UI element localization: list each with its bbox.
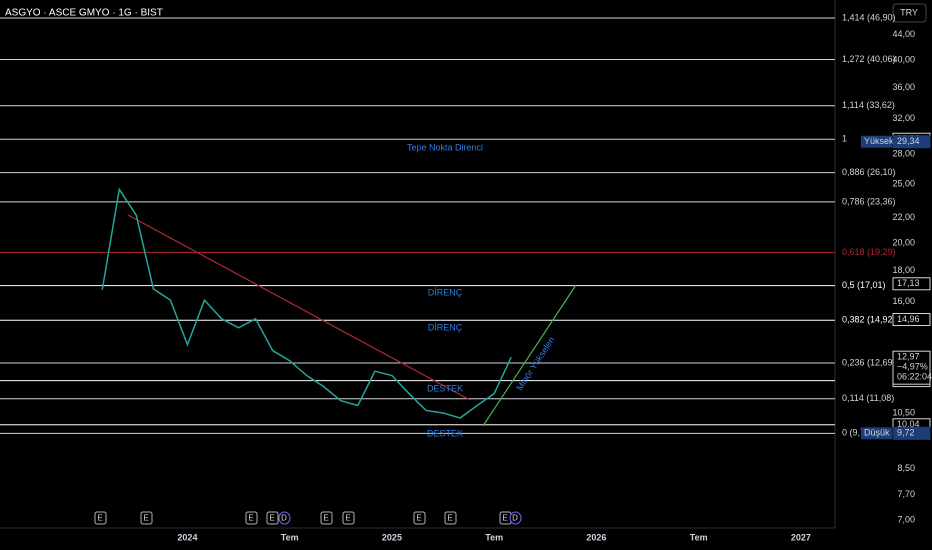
- chart-title: ASGYO · ASCE GMYO · 1G · BIST: [5, 8, 163, 19]
- event-marker: [444, 511, 457, 525]
- x-tick-label: 2026: [586, 532, 606, 542]
- y-tick-label: 32,00: [892, 113, 915, 123]
- fib-label: 1,414 (46,90): [842, 12, 896, 22]
- marker-name: Yüksek: [864, 136, 894, 146]
- price-label-box: [892, 426, 931, 440]
- last-price-box: [892, 350, 931, 385]
- event-label: E: [323, 514, 328, 523]
- currency-button[interactable]: [892, 3, 927, 23]
- x-tick-label: Tem: [281, 532, 299, 542]
- x-tick-label: Tem: [485, 532, 503, 542]
- marker-name-box: [861, 427, 892, 440]
- annotation: DESTEK: [427, 428, 463, 438]
- event-marker: [320, 511, 333, 525]
- currency-label[interactable]: TRY: [900, 7, 918, 17]
- last-change: −4,97%: [897, 362, 928, 372]
- price-label: 9,72: [897, 428, 915, 438]
- y-tick-label: 22,00: [892, 212, 915, 222]
- y-tick-label: 36,00: [892, 82, 915, 92]
- trend-line: [127, 214, 471, 401]
- trend-line: [482, 284, 577, 427]
- event-marker: [278, 511, 291, 525]
- event-label: E: [502, 514, 507, 523]
- event-marker: [342, 511, 355, 525]
- y-tick-label: 44,00: [892, 29, 915, 39]
- event-label: E: [143, 514, 148, 523]
- fib-label: 1,114 (33,62): [842, 100, 895, 110]
- price-label-box: [892, 313, 931, 327]
- y-tick-label: 18,00: [892, 265, 915, 275]
- y-tick-label: 7,70: [897, 489, 915, 499]
- annotation: Tepe Nokta Direnci: [407, 142, 483, 152]
- event-label: E: [447, 514, 452, 523]
- event-label: E: [97, 514, 102, 523]
- y-tick-label: 25,00: [892, 178, 915, 188]
- price-label-box: [892, 135, 931, 149]
- y-tick-label: 10,50: [892, 407, 915, 417]
- event-label: E: [248, 514, 253, 523]
- event-marker: [413, 511, 426, 525]
- fib-label: 0,5 (17,01): [842, 280, 886, 290]
- event-label: D: [512, 514, 518, 523]
- annotation: DESTEK: [427, 383, 463, 393]
- fib-label: 0,618 (19,29): [842, 247, 896, 257]
- countdown: 06:22:04: [897, 372, 932, 382]
- price-label: 10,04: [897, 419, 920, 429]
- fib-label: 1,272 (40,06): [842, 54, 896, 64]
- event-marker: [245, 511, 258, 525]
- price-line: [101, 187, 512, 419]
- price-label-box: [892, 277, 931, 291]
- event-label: D: [281, 514, 287, 523]
- x-tick-label: 2024: [177, 532, 197, 542]
- fib-label: 0,114 (11,08): [842, 393, 894, 403]
- event-marker: [94, 511, 107, 525]
- event-label: E: [269, 514, 274, 523]
- marker-name: Düşük: [864, 428, 890, 438]
- price-label: 29,34: [897, 136, 920, 146]
- fib-label: 0 (9,72): [842, 428, 873, 438]
- event-label: E: [345, 514, 350, 523]
- annotation: DİRENÇ: [428, 322, 463, 332]
- x-tick-label: 2025: [382, 532, 402, 542]
- event-marker: [266, 511, 279, 525]
- annotation: DİRENÇ: [428, 287, 463, 297]
- y-tick-label: 28,00: [892, 148, 915, 158]
- event-marker: [140, 511, 153, 525]
- y-tick-label: 20,00: [892, 237, 915, 247]
- y-tick-label: 8,50: [897, 463, 915, 473]
- fib-label: 0,382 (14,92): [842, 315, 896, 325]
- price-label: 14,96: [897, 314, 920, 324]
- x-tick-label: 2027: [791, 532, 811, 542]
- fib-label: 0,786 (23,36): [842, 196, 896, 206]
- marker-name-box: [861, 135, 892, 148]
- fib-label: 1: [842, 134, 847, 144]
- last-price: 12,97: [897, 352, 920, 362]
- x-tick-label: Tem: [690, 532, 708, 542]
- y-tick-label: 7,00: [897, 514, 915, 524]
- fib-label: 0,236 (12,69): [842, 357, 896, 367]
- y-tick-label: 40,00: [892, 54, 915, 64]
- y-tick-label: 16,00: [892, 296, 915, 306]
- event-label: E: [416, 514, 421, 523]
- price-label: 17,13: [897, 278, 920, 288]
- fib-label: 0,886 (26,10): [842, 167, 896, 177]
- event-marker: [509, 511, 522, 525]
